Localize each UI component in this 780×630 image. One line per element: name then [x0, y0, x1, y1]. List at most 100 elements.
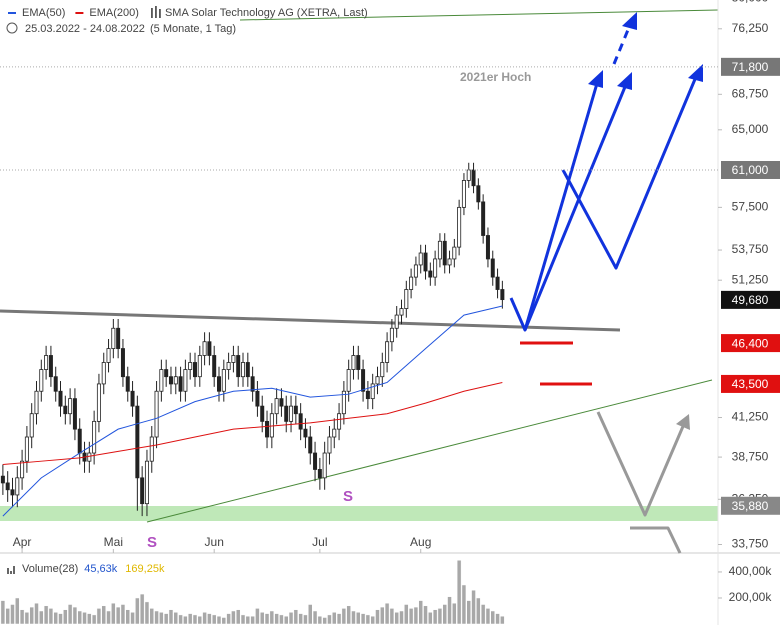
candle-body — [274, 398, 279, 415]
candle-body — [332, 428, 337, 438]
candle-body — [53, 376, 58, 392]
candle-body — [255, 390, 260, 407]
volume-bar — [144, 601, 150, 625]
volume-bar — [178, 614, 183, 625]
volume-bar — [370, 615, 375, 625]
volume-bar — [466, 600, 471, 625]
candle-body — [457, 206, 462, 248]
candle-body — [365, 390, 370, 400]
candle-body — [313, 452, 318, 470]
volume-bar — [58, 613, 63, 625]
volume-bar — [39, 610, 44, 625]
volume-bar — [288, 612, 294, 625]
candle-body — [44, 355, 49, 370]
candle-body — [10, 489, 15, 496]
volume-bar — [476, 597, 481, 625]
candle-body — [24, 436, 29, 462]
candle-body — [68, 398, 73, 415]
candle-body — [375, 376, 380, 385]
candle-body — [164, 369, 169, 378]
candle-body — [428, 270, 433, 278]
candle-body — [231, 355, 236, 363]
x-tick-label: Jun — [205, 535, 224, 549]
volume-bar — [298, 613, 303, 625]
price-marker-label: 71,800 — [732, 60, 769, 74]
candle-body — [495, 276, 500, 290]
volume-bar — [495, 613, 500, 625]
volume-bar — [375, 609, 380, 625]
y-tick-label: 53,750 — [732, 242, 769, 256]
candle-body — [149, 436, 154, 462]
candle-body — [394, 314, 399, 329]
volume-bar — [432, 609, 438, 625]
price-marker — [721, 496, 780, 515]
volume-bar — [67, 604, 73, 625]
annotation: 2021er Hoch — [460, 70, 531, 84]
volume-bar — [317, 615, 323, 625]
candle-body — [96, 383, 101, 422]
volume-bar — [125, 609, 131, 625]
price-marker — [721, 57, 780, 76]
candle-body — [442, 240, 447, 266]
price-marker — [721, 290, 780, 309]
neckline — [0, 309, 621, 332]
volume-bar — [63, 609, 68, 625]
volume-average-bg — [123, 562, 167, 576]
x-tick-label: Mai — [104, 535, 123, 549]
volume-bar — [130, 612, 135, 625]
volume-bar — [322, 617, 327, 625]
price-marker-label: 46,400 — [732, 336, 769, 350]
candle-body — [423, 252, 428, 272]
candle-body — [437, 240, 442, 260]
candle-body — [183, 369, 188, 392]
y-tick-label: 41,250 — [732, 410, 769, 424]
volume-bar — [456, 560, 462, 625]
volume-bar — [87, 613, 92, 625]
candle-body — [5, 482, 10, 491]
volume-bar — [452, 602, 457, 625]
candle-body — [241, 362, 246, 378]
volume-bar — [308, 604, 313, 625]
volume-bar — [202, 612, 207, 625]
volume-bar — [235, 609, 241, 625]
volume-bar — [96, 608, 102, 625]
candle-body — [298, 413, 303, 430]
candle-body — [140, 477, 145, 505]
x-tick-label: Jul — [312, 535, 327, 549]
y-tick-label: 65,000 — [732, 122, 769, 136]
x-tick-label: Apr — [13, 535, 32, 549]
candle-body — [226, 362, 231, 370]
y-tick-label: 57,500 — [732, 200, 769, 214]
candle-body — [111, 327, 116, 349]
volume-bar — [360, 613, 366, 625]
arrow — [596, 411, 686, 517]
volume-average-bg — [82, 562, 120, 576]
volume-bar — [10, 604, 15, 625]
volume-bar — [336, 613, 342, 625]
volume-bar — [192, 614, 198, 625]
arrow — [612, 19, 634, 65]
candle-body — [303, 428, 308, 438]
volume-bar — [485, 608, 491, 625]
volume-bar — [283, 615, 289, 625]
volume-bar — [365, 614, 371, 625]
y-tick-label: 400,00k — [729, 564, 773, 578]
candle-body — [461, 180, 466, 208]
volume-bar — [139, 593, 145, 625]
volume-bar — [173, 612, 179, 625]
volume-icon — [7, 566, 15, 574]
volume-bar — [423, 605, 428, 625]
candle-body — [409, 276, 414, 290]
volume-bar — [101, 605, 106, 625]
chart-title: SMA Solar Technology AG (XETRA, Last) — [165, 7, 368, 19]
candle-body — [135, 405, 140, 479]
candle-body — [289, 405, 294, 422]
price-marker — [721, 160, 780, 179]
volume-bar — [48, 608, 54, 625]
candle-body — [380, 362, 385, 378]
candle-body — [293, 405, 298, 415]
volume-bar — [356, 612, 361, 625]
volume-bar — [389, 608, 395, 625]
volume-bar — [418, 600, 423, 625]
